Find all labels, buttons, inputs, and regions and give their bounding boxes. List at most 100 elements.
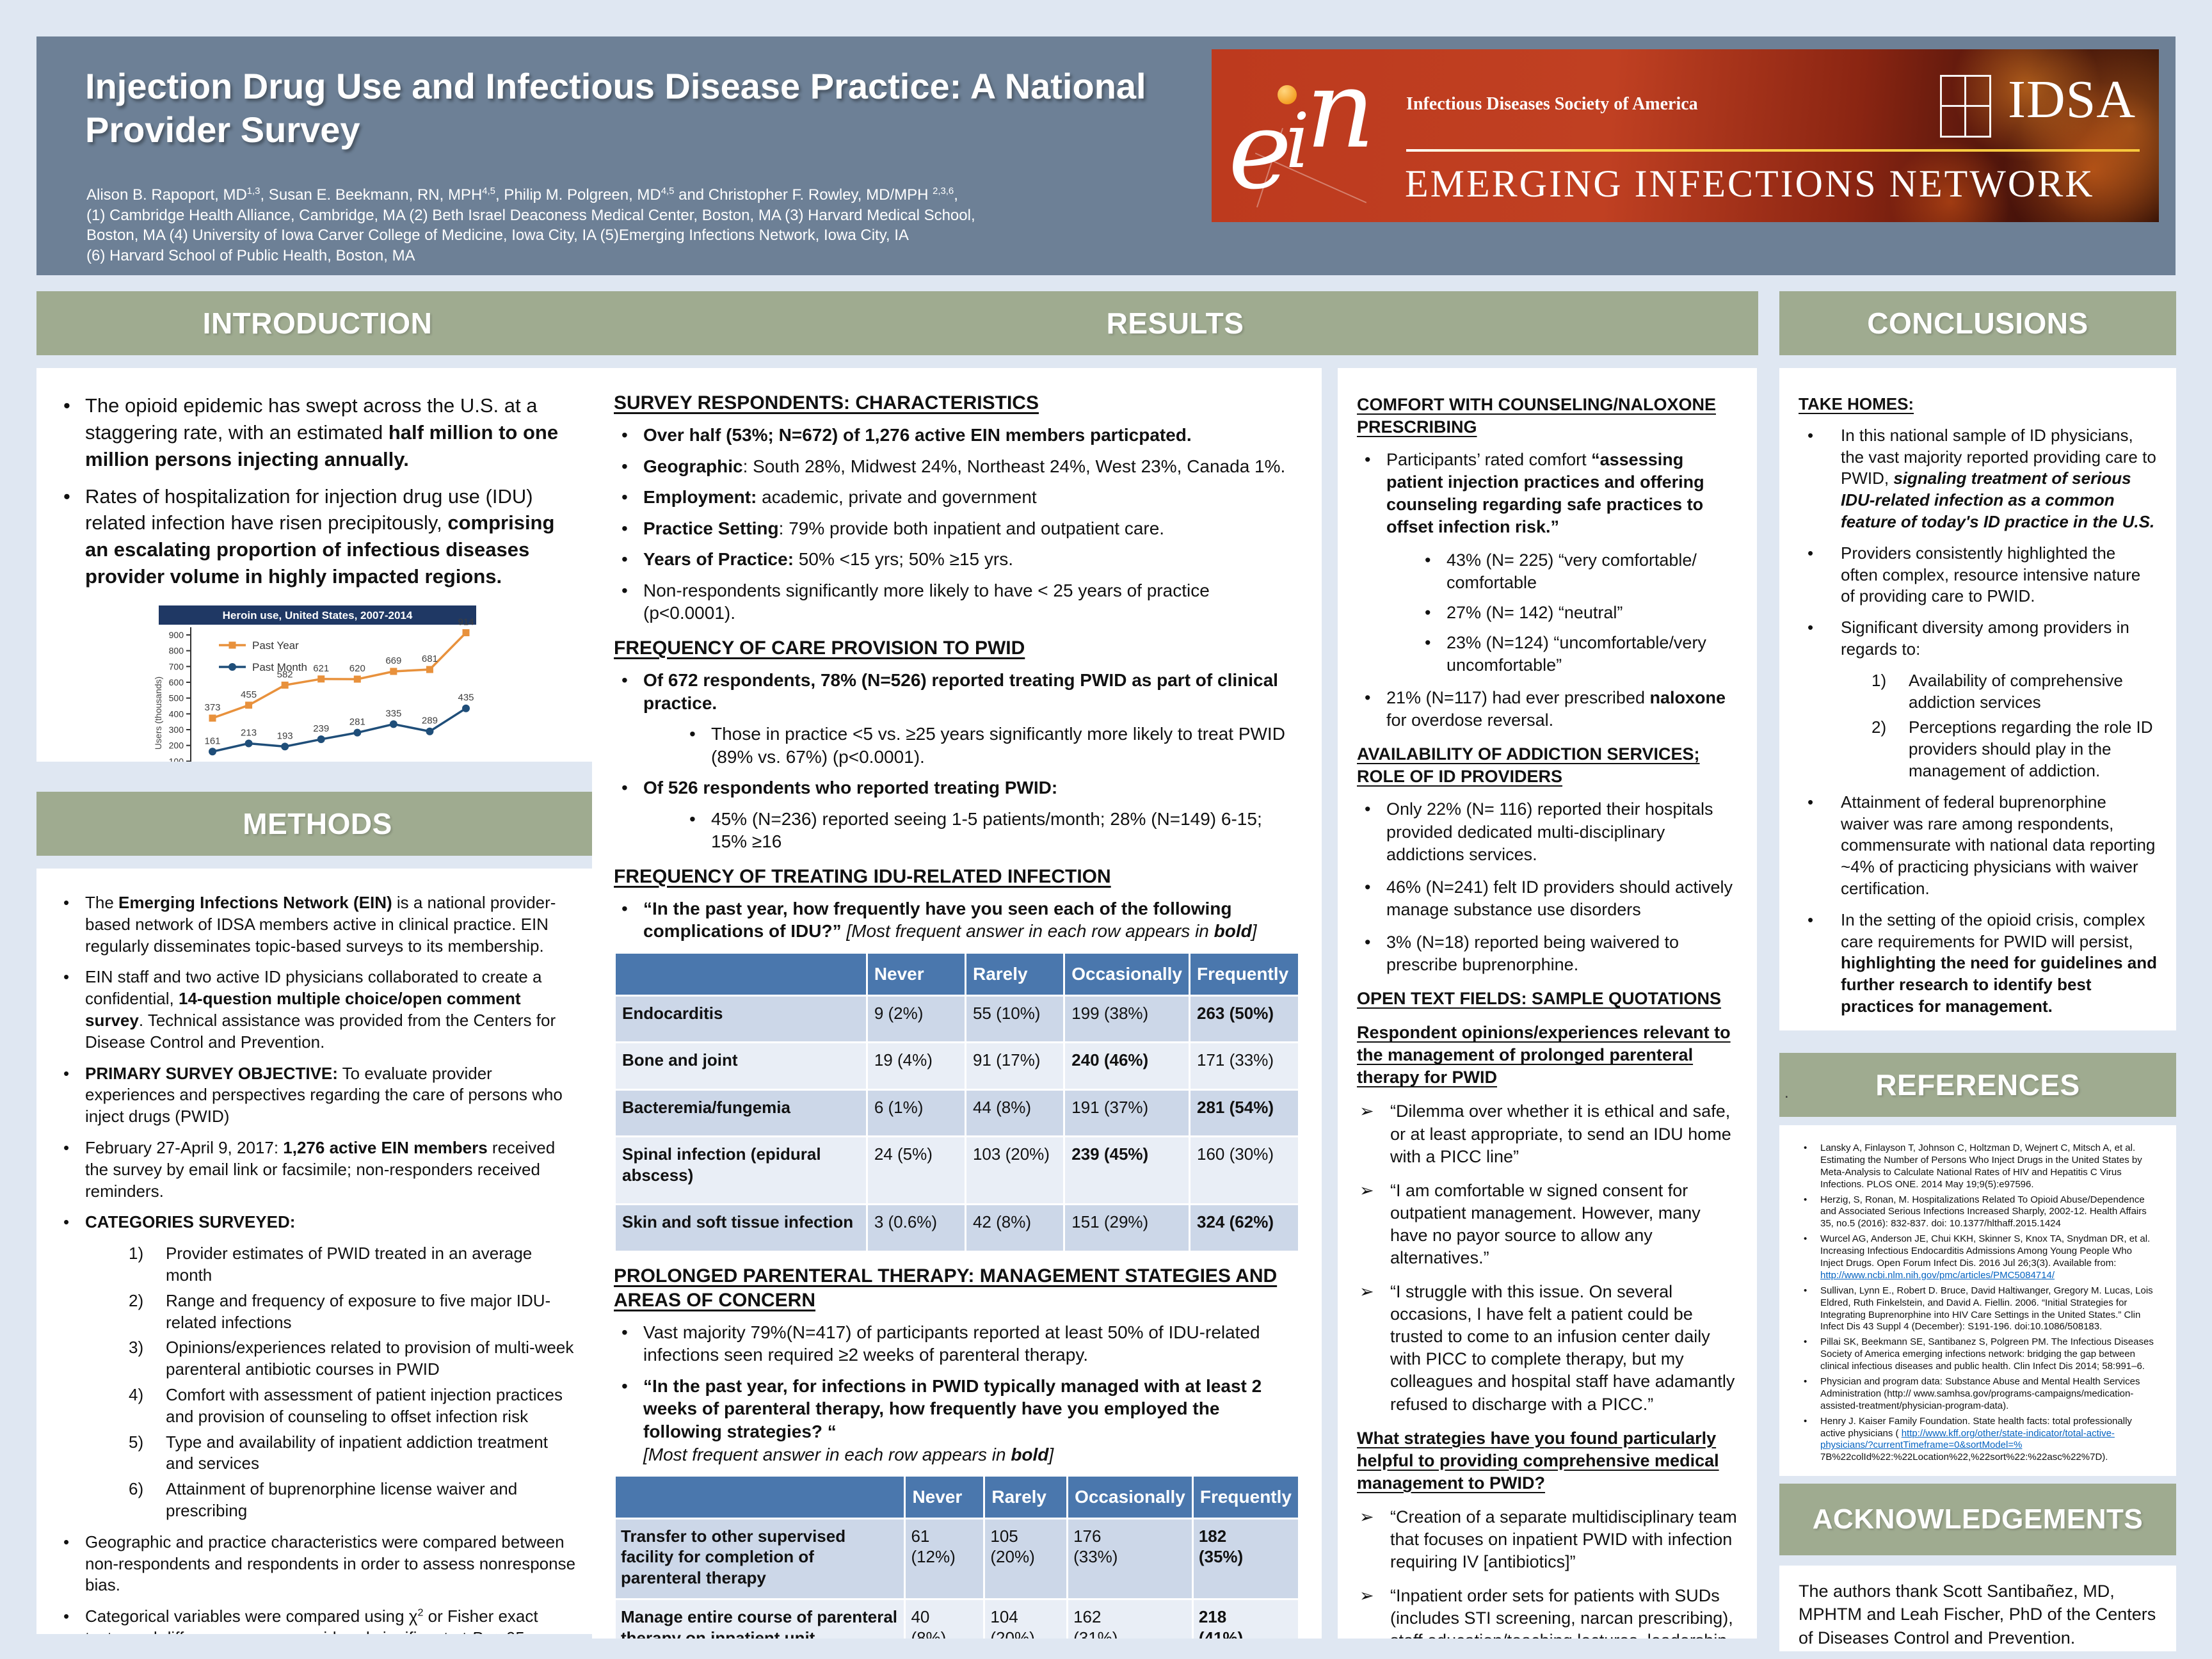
list-number: 6) <box>129 1479 144 1499</box>
numbered-item: 6) Attainment of buprenorphine license wa… <box>56 1479 579 1522</box>
numbered-item-text: Range and frequency of exposure to five … <box>166 1290 551 1332</box>
affiliation-line: (1) Cambridge Health Alliance, Cambridge… <box>86 206 975 224</box>
column-header: Never <box>904 1475 986 1519</box>
results-subbullet: 23% (N=124) “uncomfortable/very uncomfor… <box>1421 632 1738 677</box>
list-number: 3) <box>129 1338 144 1358</box>
data-label: 335 <box>385 708 401 719</box>
reference-link[interactable]: http://www.ncbi.nlm.nih.gov/pmc/articles… <box>1820 1269 2055 1281</box>
intro-bullet: Rates of hospitalization for injection d… <box>56 483 579 590</box>
results-subhead: FREQUENCY OF TREATING IDU-RELATED INFECT… <box>614 865 1111 887</box>
poster-title-line2: Provider Survey <box>85 109 360 150</box>
table-row: Skin and soft tissue infection 3 (0.6%) 42… <box>614 1203 1300 1253</box>
results-bullet: Employment: academic, private and govern… <box>614 486 1300 509</box>
idsa-society-label: Infectious Diseases Society of America <box>1406 94 1698 114</box>
introduction-panel: The opioid epidemic has swept across the… <box>36 368 598 762</box>
reference-item: Lansky A, Finlayson T, Johnson C, Holtzm… <box>1799 1142 2157 1191</box>
row-label: Bacteremia/fungemia <box>614 1088 868 1138</box>
numbered-item: 3) Opinions/experiences related to provis… <box>56 1337 579 1381</box>
conclusions-panel: TAKE HOMES: In this national sample of ID… <box>1779 368 2176 1030</box>
conclusions-bullet: Attainment of federal buprenorphine waiv… <box>1799 792 2157 900</box>
list-number: 5) <box>129 1432 144 1452</box>
numbered-item: 2) Range and frequency of exposure to fiv… <box>56 1290 579 1334</box>
column-header: Occasionally <box>1063 952 1191 997</box>
table-cell: 44 (8%) <box>964 1088 1066 1138</box>
poster-header: Injection Drug Use and Infectious Diseas… <box>36 36 2176 275</box>
ein-network-node-icon <box>1278 85 1297 104</box>
poster-title-line1: Injection Drug Use and Infectious Diseas… <box>85 66 1146 106</box>
data-label: 161 <box>204 735 220 746</box>
heroin-use-chart-block: Heroin use, United States, 2007-20140100… <box>56 604 579 762</box>
reference-item: Wurcel AG, Anderson JE, Chui KKH, Skinne… <box>1799 1233 2157 1282</box>
methods-panel: The Emerging Infections Network (EIN) is… <box>36 869 598 1634</box>
table-cell: 105 (20%) <box>983 1517 1069 1601</box>
table-row: Transfer to other supervised facility fo… <box>613 1517 1301 1601</box>
numbered-item-text: Availability of comprehensive addiction … <box>1909 670 2123 712</box>
reference-link[interactable]: http://www.kff.org/other/state-indicator… <box>1820 1427 2115 1451</box>
section-header-methods: METHODS <box>36 792 598 856</box>
svg-text:900: 900 <box>169 630 184 640</box>
data-label: 435 <box>458 693 474 703</box>
intro-bullet: The opioid epidemic has swept across the… <box>56 392 579 473</box>
data-label: 621 <box>313 663 329 674</box>
section-header-results: RESULTS <box>592 291 1758 355</box>
results-bullet: Only 22% (N= 116) reported their hospita… <box>1357 798 1738 865</box>
table-cell: 281 (54%) <box>1189 1088 1300 1138</box>
row-label: Bone and joint <box>614 1041 868 1091</box>
row-label: Skin and soft tissue infection <box>614 1203 868 1253</box>
ein-letter-e: e <box>1228 88 1292 213</box>
ein-letter-n: n <box>1306 47 1375 172</box>
numbered-item-text: Perceptions regarding the role ID provid… <box>1909 717 2153 780</box>
table-row: Bacteremia/fungemia 6 (1%) 44 (8%) 191 (37%… <box>614 1088 1300 1138</box>
methods-category-list: 1) Provider estimates of PWID treated in … <box>56 1243 579 1522</box>
column-header: Occasionally <box>1066 1475 1194 1519</box>
results-bullet: “In the past year, how frequently have y… <box>614 897 1300 943</box>
table-cell: 6 (1%) <box>865 1088 966 1138</box>
section-header-introduction: INTRODUCTION <box>36 291 598 355</box>
table-row: Manage entire course of parenteral thera… <box>613 1598 1301 1639</box>
reference-item: Sullivan, Lynn E., Robert D. Bruce, Davi… <box>1799 1285 2157 1334</box>
svg-text:600: 600 <box>169 677 184 687</box>
results-bullet: 21% (N=117) had ever prescribed naloxone… <box>1357 687 1738 732</box>
strategies-table: Never Rarely Occasionally Frequently Transfe… <box>613 1475 1301 1639</box>
table-cell: 55 (10%) <box>964 994 1066 1044</box>
svg-text:800: 800 <box>169 646 184 656</box>
numbered-item: 2) Perceptions regarding the role ID prov… <box>1799 717 2157 781</box>
table-cell: 91 (17%) <box>964 1041 1066 1091</box>
svg-text:400: 400 <box>169 709 184 719</box>
quotation: “Inpatient order sets for patients with … <box>1357 1585 1738 1639</box>
results-subhead: SURVEY RESPONDENTS: CHARACTERISTICS <box>614 392 1039 413</box>
results-bullet: Geographic: South 28%, Midwest 24%, Nort… <box>614 455 1300 478</box>
ein-idsa-banner: ein Infectious Diseases Society of Ameri… <box>1212 47 2159 222</box>
table-cell: 3 (0.6%) <box>865 1203 966 1253</box>
reference-item: Henry J. Kaiser Family Foundation. State… <box>1799 1416 2157 1464</box>
authors-line: Alison B. Rapoport, MD1,3, Susan E. Beek… <box>86 186 958 204</box>
table-cell: 24 (5%) <box>865 1135 966 1206</box>
svg-text:700: 700 <box>169 661 184 671</box>
results-subbullet: 45% (N=236) reported seeing 1-5 patients… <box>685 808 1300 853</box>
list-number: 1) <box>129 1244 144 1263</box>
quotation: “I am comfortable w signed consent for o… <box>1357 1180 1738 1269</box>
methods-bullet: PRIMARY SURVEY OBJECTIVE: To evaluate pr… <box>56 1063 579 1128</box>
svg-text:200: 200 <box>169 741 184 751</box>
column-header: Frequently <box>1189 952 1300 997</box>
table-cell: 160 (30%) <box>1189 1135 1300 1206</box>
authors-and-affiliations: Alison B. Rapoport, MD1,3, Susan E. Beek… <box>86 185 1232 266</box>
svg-text:100: 100 <box>169 756 184 762</box>
table-row: Endocarditis 9 (2%) 55 (10%) 199 (38%) 263 (… <box>614 994 1300 1044</box>
table-cell: 19 (4%) <box>865 1041 966 1091</box>
open-text-question: What strategies have you found particula… <box>1357 1428 1719 1493</box>
numbered-item: 4) Comfort with assessment of patient inj… <box>56 1384 579 1428</box>
list-number: 1) <box>1871 670 1887 690</box>
chart-title: Heroin use, United States, 2007-2014 <box>223 609 413 621</box>
results-subhead: FREQUENCY OF CARE PROVISION TO PWID <box>614 637 1025 659</box>
open-text-question: Respondent opinions/experiences relevant… <box>1357 1023 1731 1087</box>
conclusions-bullet: Significant diversity among providers in… <box>1799 617 2157 661</box>
numbered-item: 1) Availability of comprehensive addictio… <box>1799 670 2157 714</box>
references-panel: Lansky A, Finlayson T, Johnson C, Holtzm… <box>1779 1125 2176 1476</box>
results-subhead: OPEN TEXT FIELDS: SAMPLE QUOTATIONS <box>1357 989 1722 1009</box>
results-bullet: 46% (N=241) felt ID providers should act… <box>1357 876 1738 921</box>
results-bullet: Vast majority 79%(N=417) of participants… <box>614 1321 1300 1366</box>
results-bullet: Years of Practice: 50% <15 yrs; 50% ≥15 … <box>614 548 1300 571</box>
methods-bullet: The Emerging Infections Network (EIN) is… <box>56 892 579 957</box>
